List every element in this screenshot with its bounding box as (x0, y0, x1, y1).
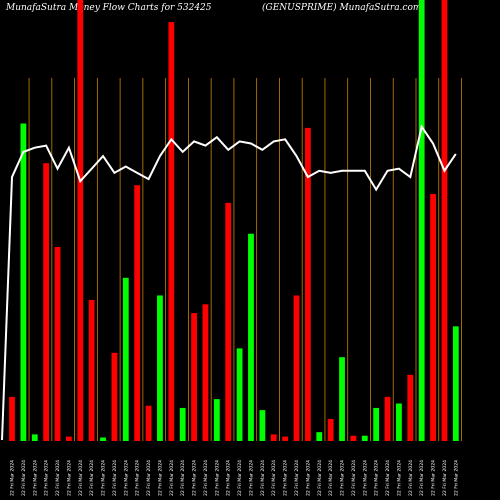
x-tick-label: 22 Fri Mar 2024 (305, 460, 311, 496)
x-tick-label: 22 Fri Mar 2024 (32, 460, 38, 496)
bar (145, 405, 152, 441)
chart-subtitle: (GENUSPRIME) MunafaSutra.com (262, 3, 422, 13)
bar (452, 326, 459, 441)
x-tick-label: 22 Fri Mar 2024 (66, 460, 72, 496)
bar (270, 434, 277, 441)
x-tick-label: 22 Fri Mar 2024 (21, 460, 27, 496)
bar (293, 295, 300, 441)
bar (259, 410, 266, 441)
x-tick-label: 22 Fri Mar 2024 (260, 460, 266, 496)
x-tick-label: 22 Fri Mar 2024 (431, 460, 437, 496)
x-tick-label: 22 Fri Mar 2024 (385, 460, 391, 496)
bar (441, 0, 448, 441)
x-tick-label: 22 Fri Mar 2024 (89, 460, 95, 496)
money-flow-line (1, 124, 457, 441)
bar (100, 437, 106, 441)
chart-title: MunafaSutra Money Flow Charts for 532425 (6, 3, 212, 13)
bar (225, 202, 232, 441)
bar (213, 399, 220, 442)
bar (396, 403, 402, 441)
x-tick-label: 22 Fri Mar 2024 (10, 460, 16, 496)
x-tick-label: 22 Fri Mar 2024 (226, 460, 232, 496)
bar (236, 348, 243, 441)
x-tick-label: 22 Fri Mar 2024 (101, 460, 107, 496)
bar (122, 277, 129, 441)
bar (88, 299, 95, 441)
x-tick-label: 22 Fri Mar 2024 (340, 460, 346, 496)
bar (179, 407, 186, 442)
x-tick-label: 22 Fri Mar 2024 (328, 460, 334, 496)
x-tick-label: 22 Fri Mar 2024 (123, 460, 129, 496)
bar (384, 396, 391, 441)
grid-lines (28, 78, 462, 441)
x-tick-label: 22 Fri Mar 2024 (442, 460, 448, 496)
x-tick-label: 22 Fri Mar 2024 (419, 460, 425, 496)
bar (418, 0, 425, 441)
bar (248, 233, 254, 441)
x-tick-label: 22 Fri Mar 2024 (408, 460, 414, 496)
x-tick-label: 22 Fri Mar 2024 (157, 460, 163, 496)
x-tick-label: 22 Fri Mar 2024 (237, 460, 243, 496)
bars (9, 0, 459, 442)
x-tick-label: 22 Fri Mar 2024 (214, 460, 220, 496)
bar (43, 163, 50, 442)
x-tick-label: 22 Fri Mar 2024 (453, 460, 459, 496)
x-tick-label: 22 Fri Mar 2024 (271, 460, 277, 496)
bar (304, 127, 311, 441)
x-tick-label: 22 Fri Mar 2024 (78, 460, 84, 496)
x-tick-label: 22 Fri Mar 2024 (362, 460, 368, 496)
x-tick-label: 22 Fri Mar 2024 (135, 460, 141, 496)
x-tick-label: 22 Fri Mar 2024 (146, 460, 152, 496)
x-tick-label: 22 Fri Mar 2024 (396, 460, 402, 496)
x-tick-label: 22 Fri Mar 2024 (317, 460, 323, 496)
x-tick-label: 22 Fri Mar 2024 (283, 460, 289, 496)
x-tick-label: 22 Fri Mar 2024 (44, 460, 50, 496)
x-tick-label: 22 Fri Mar 2024 (180, 460, 186, 496)
x-tick-label: 22 Fri Mar 2024 (294, 460, 300, 496)
bar (31, 434, 38, 441)
x-tick-label: 22 Fri Mar 2024 (112, 460, 118, 496)
bar (316, 432, 323, 441)
bar (111, 352, 118, 441)
x-tick-label: 22 Fri Mar 2024 (351, 460, 357, 496)
bar (134, 185, 141, 441)
bar (77, 0, 84, 441)
bar (282, 436, 289, 441)
x-tick-label: 22 Fri Mar 2024 (55, 460, 61, 496)
bar (407, 374, 414, 441)
x-tick-label: 22 Fri Mar 2024 (203, 460, 209, 496)
x-tick-label: 22 Fri Mar 2024 (169, 460, 175, 496)
x-tick-label: 22 Fri Mar 2024 (374, 460, 380, 496)
x-tick-labels: 22 Fri Mar 2024 22 Fri Mar 2024 22 Fri Mar… (10, 460, 460, 496)
bar (66, 436, 72, 441)
bar (430, 194, 436, 441)
bar (168, 22, 175, 442)
bar (327, 418, 334, 441)
bar (202, 304, 209, 441)
bar (350, 435, 357, 441)
bar (9, 396, 15, 441)
x-tick-label: 22 Fri Mar 2024 (192, 460, 198, 496)
bar (157, 295, 163, 441)
bar (373, 407, 380, 442)
bar (191, 313, 197, 441)
bar (20, 123, 27, 441)
bar (339, 357, 345, 441)
x-tick-label: 22 Fri Mar 2024 (248, 460, 254, 496)
bar (54, 246, 61, 441)
bar (361, 435, 368, 441)
